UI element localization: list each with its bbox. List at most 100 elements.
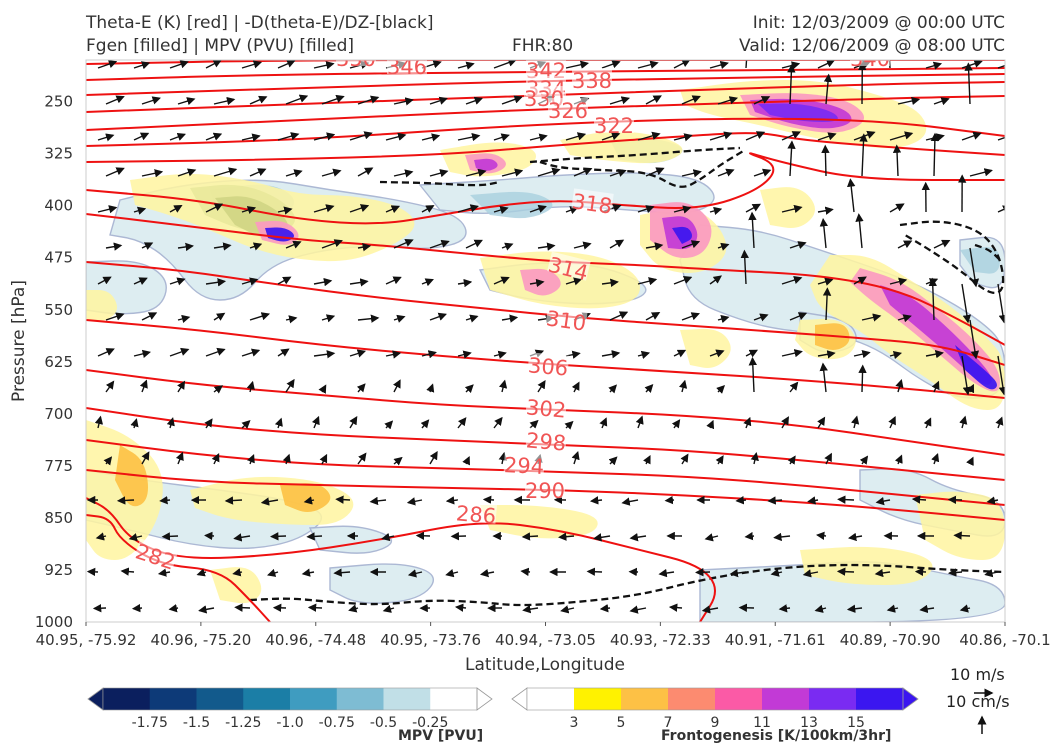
wind-vector [169, 277, 186, 286]
wind-vector [133, 132, 150, 141]
wind-vector [198, 605, 215, 614]
wind-vector [859, 455, 869, 465]
wind-vector [668, 603, 683, 612]
wind-vector [681, 312, 700, 321]
fgen-colorbar-label: Frontogenesis [K/100km/3hr] [661, 728, 892, 744]
mpv-colorbar-tick-label: -1.0 [276, 715, 303, 731]
wind-vector [381, 532, 395, 542]
wind-vector [743, 416, 752, 429]
wind-vector [393, 314, 406, 323]
wind-vector [571, 381, 580, 393]
wind-vector [814, 604, 827, 613]
mpv-colorbar-swatch [149, 688, 197, 710]
theta-e-contour-line [86, 369, 1005, 456]
wind-vector [706, 419, 715, 430]
fgen-colorbar-swatch [668, 688, 716, 710]
wind-vector [565, 132, 587, 141]
theta-e-label-bg [850, 60, 890, 66]
wind-vector [537, 242, 556, 251]
wind-vector [609, 311, 629, 321]
wind-vector [457, 61, 475, 70]
theta-e-label: 302 [525, 395, 567, 422]
wind-vector [959, 415, 968, 429]
wind-vector [498, 451, 507, 465]
wind-vector [925, 61, 943, 70]
wind-vector [745, 60, 748, 69]
wind-vector [753, 96, 771, 105]
wind-vector [997, 283, 1005, 324]
wind-vector [177, 97, 196, 106]
wind-vector [349, 416, 358, 429]
wind-vector [454, 603, 467, 612]
theta-e-label-bg [387, 60, 427, 74]
wind-vector [645, 242, 664, 251]
wind-vector [357, 314, 380, 323]
wind-vector [335, 495, 351, 504]
wind-vector [558, 532, 575, 541]
theta-e-label-bg [526, 60, 566, 78]
fgen-filled-area [86, 290, 117, 322]
wind-vector [629, 533, 647, 542]
wind-vector [589, 496, 603, 505]
wind-vector [213, 242, 232, 251]
theta-e-label-bg [455, 500, 498, 524]
wind-vector [709, 349, 725, 358]
wind-vector [817, 350, 836, 359]
wind-vector [629, 605, 647, 614]
wind-vector [717, 315, 730, 324]
dz-contour-line [974, 243, 1001, 261]
x-tick-label: 40.89, -70.90 [840, 631, 941, 649]
theta-e-contour-line [86, 261, 1005, 366]
wind-vector [637, 350, 651, 359]
fgen-colorbar-extend-high [902, 687, 919, 711]
wind-vector [233, 533, 251, 542]
theta-e-label: 338 [572, 69, 612, 93]
wind-vector [601, 60, 621, 69]
wind-vector [161, 532, 179, 541]
wind-vector [141, 96, 161, 105]
theta-e-label-bg [548, 98, 588, 118]
wind-vector [357, 452, 367, 465]
wind-vector [781, 276, 803, 285]
wind-vector [357, 243, 372, 252]
wind-vector [501, 242, 514, 251]
mpv-colorbar-tick-label: -1.5 [183, 715, 210, 731]
theta-e-label-bg [525, 394, 568, 418]
wind-vector [593, 533, 611, 542]
wind-vector [874, 568, 891, 578]
wind-vector [565, 277, 583, 286]
wind-vector [851, 415, 860, 429]
wind-vector [599, 417, 608, 429]
wind-vector [285, 378, 295, 393]
wind-vector [573, 241, 592, 250]
wind-vector [493, 350, 507, 359]
wind-vector [645, 167, 665, 177]
wind-vector [393, 379, 401, 393]
wind-vector [889, 277, 908, 286]
wind-vector [285, 315, 298, 324]
fgen-colorbar-tick-label: 15 [847, 715, 865, 731]
wind-vector [249, 95, 268, 105]
wind-vector [897, 314, 912, 323]
x-tick-label: 40.94, -73.05 [495, 631, 596, 649]
theta-e-label-bg [336, 60, 376, 66]
wind-vector [861, 313, 882, 322]
wind-vector [241, 420, 251, 429]
wind-vector [457, 350, 472, 359]
wind-vector [781, 416, 789, 429]
wind-vector [169, 204, 183, 213]
wind-vector [717, 96, 739, 105]
wind-vector [349, 349, 367, 358]
wind-vector [789, 381, 799, 393]
wind-vector [465, 168, 487, 177]
wind-vector [407, 569, 423, 578]
wind-vector [465, 96, 484, 105]
y-tick-label: 625 [44, 353, 73, 371]
wind-vector [139, 379, 148, 393]
wind-vector [493, 60, 517, 69]
y-tick-label: 325 [44, 145, 73, 163]
wind-vector [333, 568, 351, 577]
wind-vector [645, 312, 661, 321]
wind-vector [159, 496, 171, 505]
wind-vector [637, 60, 659, 69]
